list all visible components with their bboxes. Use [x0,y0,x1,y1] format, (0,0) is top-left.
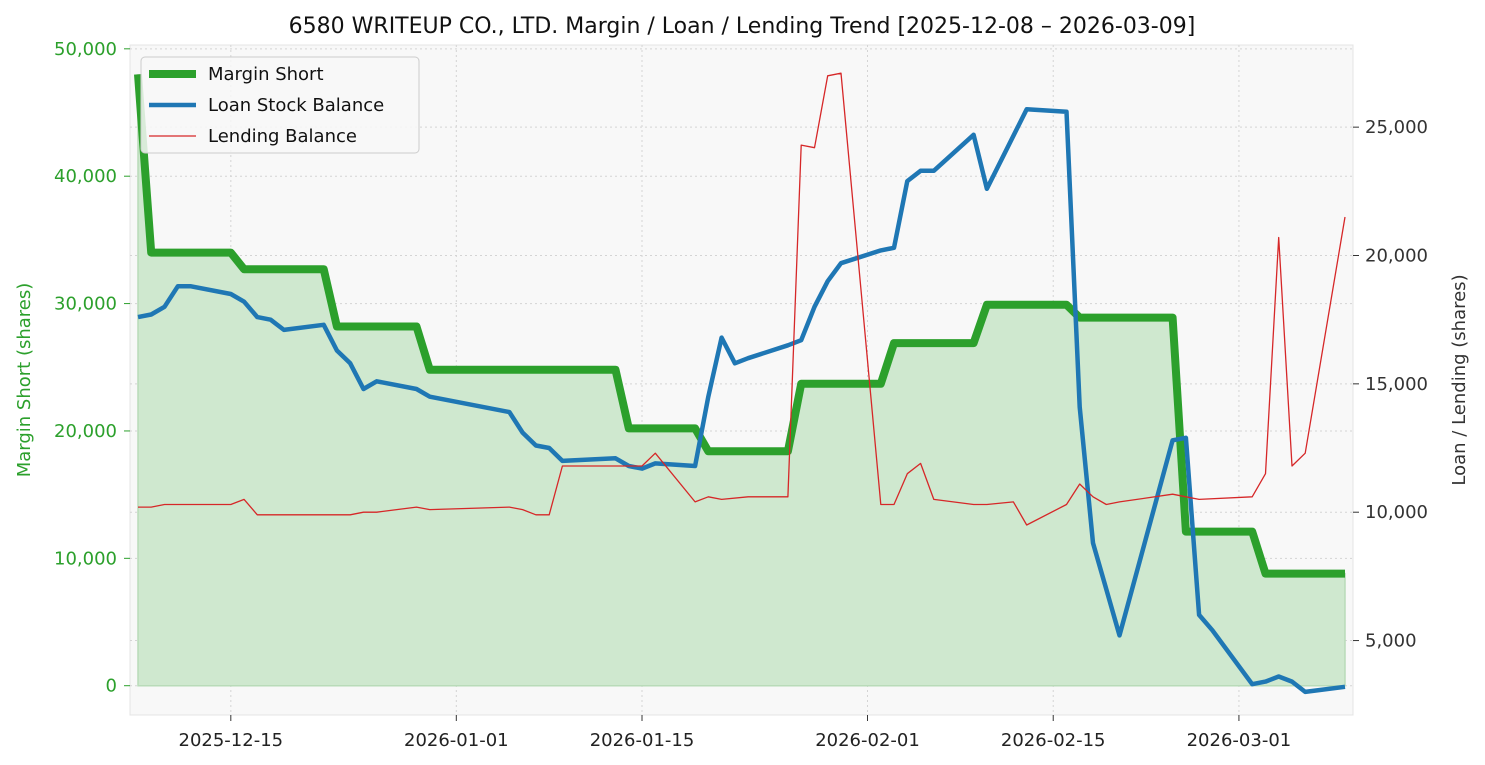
legend-loan-stock-balance-label: Loan Stock Balance [208,95,384,116]
x-tick-label: 2026-03-01 [1187,730,1292,751]
series-layer [134,72,1346,695]
y-right-tick-label: 10,000 [1365,502,1428,523]
y-left-tick-label: 20,000 [54,421,117,442]
x-tick-label: 2026-02-01 [815,730,920,751]
legend-lending-balance-label: Lending Balance [208,126,357,147]
y-right-tick-label: 20,000 [1365,245,1428,266]
x-tick-label: 2025-12-15 [179,730,284,751]
y-left-tick-label: 50,000 [54,39,117,60]
y-left-tick-label: 10,000 [54,548,117,569]
legend: Margin Short Loan Stock Balance Lending Ba… [140,56,420,154]
loan-stock-balance-line [137,106,1346,695]
legend-box [140,56,420,154]
y-right-tick-label: 15,000 [1365,374,1428,395]
chart-title: 6580 WRITEUP CO., LTD. Margin / Loan / L… [289,14,1196,39]
lending-balance-line [138,72,1346,526]
axes: 2025-12-15 2026-01-01 2026-01-15 2026-02-01… [54,39,1428,751]
x-tick-label: 2026-01-15 [590,730,695,751]
y-left-tick-label: 0 [106,676,117,697]
y-axis-left-label: Margin Short (shares) [14,283,35,478]
x-tick-label: 2026-02-15 [1001,730,1106,751]
y-axis-right-label: Loan / Lending (shares) [1449,274,1470,485]
x-tick-label: 2026-01-01 [404,730,509,751]
margin-short-line [134,74,1345,578]
y-right-tick-label: 5,000 [1365,631,1417,652]
y-left-tick-label: 30,000 [54,294,117,315]
y-left-tick-label: 40,000 [54,166,117,187]
legend-margin-short-label: Margin Short [208,64,324,85]
y-right-tick-label: 25,000 [1365,117,1428,138]
